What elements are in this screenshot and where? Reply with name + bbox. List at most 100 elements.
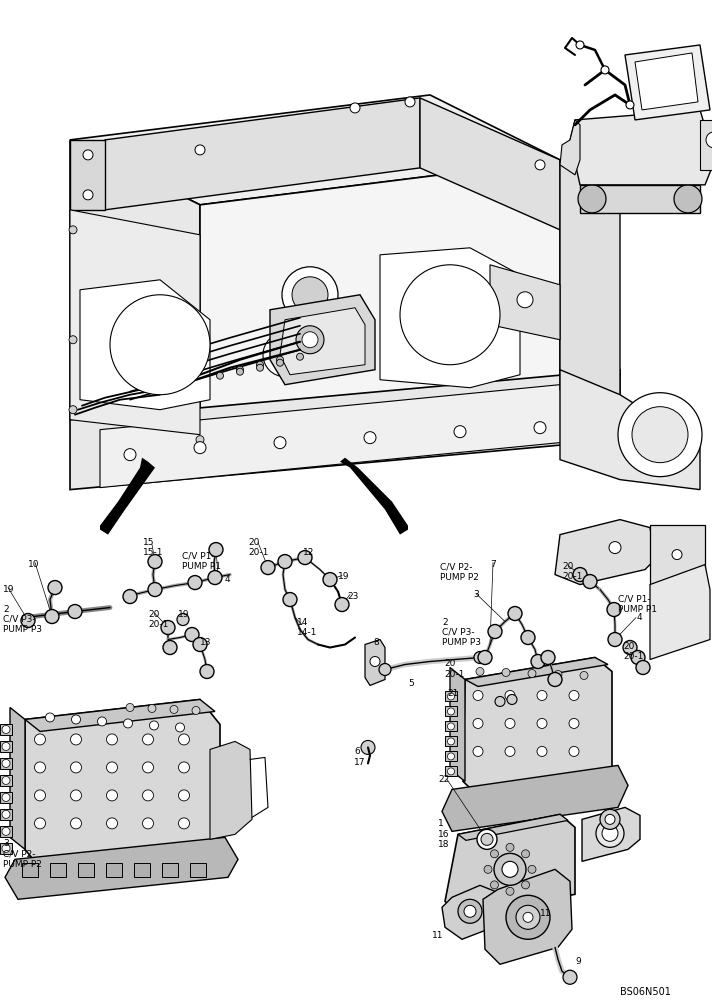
Polygon shape [450, 667, 465, 781]
Bar [445, 766, 457, 776]
Circle shape [448, 738, 454, 745]
Circle shape [534, 422, 546, 434]
Circle shape [505, 746, 515, 756]
Bar [650, 525, 705, 585]
Circle shape [596, 819, 624, 847]
Circle shape [506, 843, 514, 851]
Polygon shape [70, 370, 620, 490]
Circle shape [70, 762, 81, 773]
Circle shape [148, 555, 162, 569]
Circle shape [576, 41, 584, 49]
Circle shape [448, 708, 454, 715]
Circle shape [508, 607, 522, 621]
Polygon shape [210, 741, 252, 839]
Circle shape [98, 717, 107, 726]
Circle shape [531, 655, 545, 668]
Circle shape [548, 672, 562, 686]
Circle shape [142, 790, 154, 801]
Circle shape [400, 265, 500, 365]
Circle shape [488, 625, 502, 639]
Circle shape [361, 740, 375, 754]
Bar [0, 792, 12, 803]
Text: 3: 3 [473, 590, 478, 599]
Bar [445, 691, 457, 701]
Circle shape [69, 336, 77, 344]
Circle shape [583, 575, 597, 589]
Circle shape [34, 734, 46, 745]
Circle shape [632, 407, 688, 463]
Circle shape [196, 436, 204, 444]
Text: 23: 23 [347, 592, 358, 601]
Circle shape [522, 850, 530, 858]
Circle shape [323, 573, 337, 587]
Text: 20
20-1: 20 20-1 [623, 642, 644, 661]
Circle shape [21, 614, 35, 628]
Bar [0, 724, 12, 735]
Circle shape [194, 442, 206, 454]
Circle shape [83, 150, 93, 160]
Polygon shape [340, 458, 408, 535]
Circle shape [2, 844, 10, 852]
Text: 5: 5 [408, 679, 414, 688]
Text: 9: 9 [575, 957, 581, 966]
Circle shape [578, 185, 606, 213]
Circle shape [83, 190, 93, 200]
Circle shape [107, 790, 117, 801]
Circle shape [537, 746, 547, 756]
Circle shape [474, 652, 486, 663]
Circle shape [276, 359, 283, 366]
Polygon shape [280, 308, 365, 375]
Circle shape [70, 790, 81, 801]
Circle shape [179, 818, 189, 829]
Circle shape [126, 703, 134, 711]
Circle shape [302, 332, 318, 348]
Polygon shape [483, 869, 572, 964]
Text: 20
20-1: 20 20-1 [444, 659, 464, 679]
Bar [134, 863, 150, 877]
Text: 19: 19 [178, 610, 189, 619]
Circle shape [601, 66, 609, 74]
Circle shape [609, 542, 621, 554]
Circle shape [580, 671, 588, 679]
Circle shape [142, 818, 154, 829]
Bar [78, 863, 94, 877]
Circle shape [494, 853, 526, 885]
Circle shape [473, 718, 483, 728]
Circle shape [528, 669, 536, 677]
Circle shape [405, 97, 415, 107]
Circle shape [478, 651, 492, 664]
Bar [445, 721, 457, 731]
Polygon shape [570, 110, 712, 185]
Circle shape [626, 101, 634, 109]
Bar [445, 751, 457, 761]
Circle shape [123, 719, 132, 728]
Bar [700, 120, 712, 170]
Circle shape [506, 895, 550, 939]
Circle shape [2, 742, 10, 750]
Bar [0, 826, 12, 837]
Circle shape [179, 790, 189, 801]
Circle shape [495, 696, 505, 706]
Circle shape [69, 226, 77, 234]
Circle shape [473, 690, 483, 700]
Circle shape [528, 865, 536, 873]
Polygon shape [100, 382, 590, 488]
Circle shape [209, 543, 223, 557]
Polygon shape [80, 280, 210, 410]
Circle shape [148, 583, 162, 597]
Polygon shape [465, 657, 608, 686]
Bar [162, 863, 178, 877]
Circle shape [298, 551, 312, 565]
Text: 20
20-1: 20 20-1 [148, 610, 168, 629]
Text: 4: 4 [225, 575, 231, 584]
Polygon shape [100, 458, 155, 535]
Circle shape [473, 746, 483, 756]
Circle shape [350, 103, 360, 113]
Polygon shape [70, 140, 105, 210]
Circle shape [672, 550, 682, 560]
Circle shape [521, 631, 535, 645]
Bar [445, 736, 457, 746]
Polygon shape [560, 160, 620, 440]
Text: 2
C/V P3-
PUMP P3: 2 C/V P3- PUMP P3 [442, 618, 481, 647]
Text: 12: 12 [303, 548, 315, 557]
